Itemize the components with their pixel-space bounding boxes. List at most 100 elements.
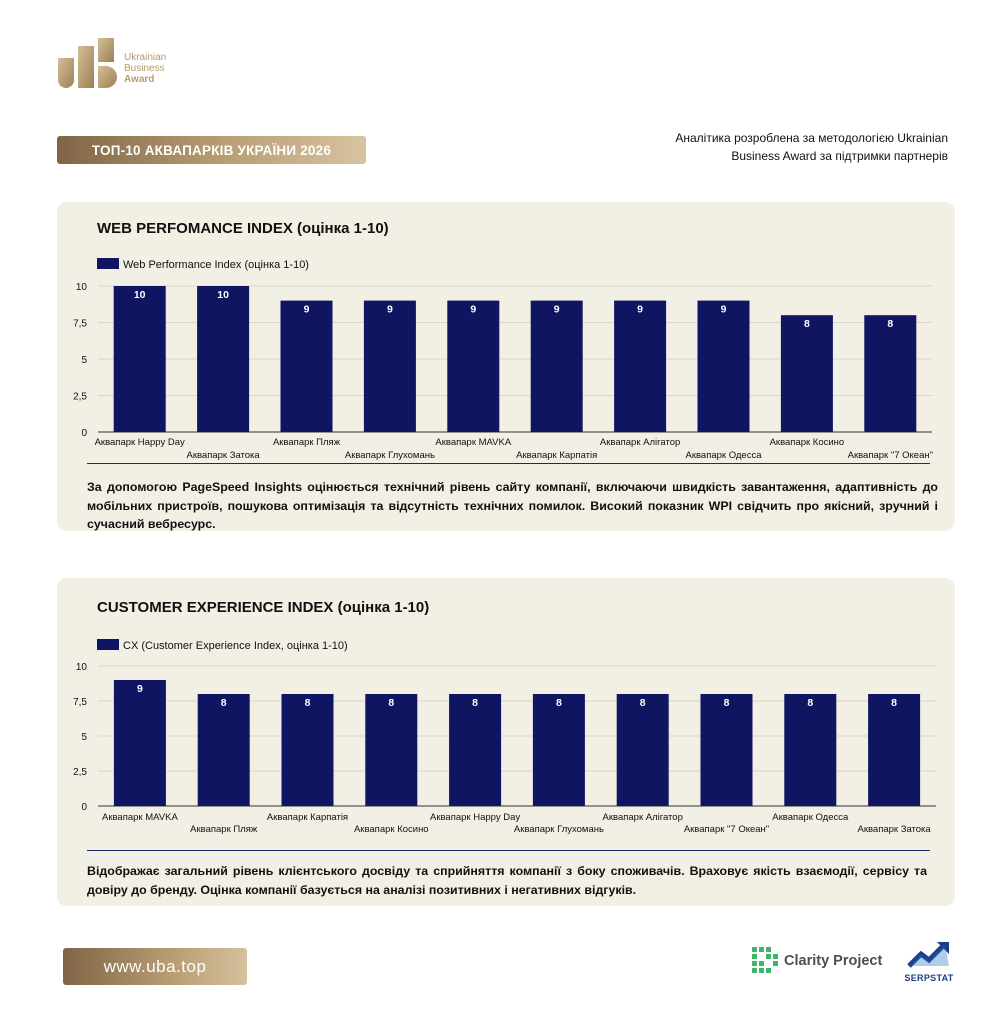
bar-value-label: 9 — [137, 683, 143, 695]
logo-line-3: Award — [124, 74, 155, 85]
bar-value-label: 9 — [554, 304, 560, 316]
bar-value-label: 8 — [804, 318, 810, 330]
methodology-note-line-2: Business Award за підтримки партнерів — [731, 149, 948, 163]
website-link[interactable]: www.uba.top — [63, 948, 247, 985]
bar-value-label: 8 — [556, 697, 562, 709]
bar-value-label: 8 — [472, 697, 478, 709]
x-tick-label: Аквапарк "7 Океан" — [684, 824, 769, 835]
y-tick-label: 0 — [81, 802, 87, 813]
bar — [700, 694, 753, 806]
clarity-project-icon — [752, 947, 778, 973]
x-tick-label: Аквапарк Алігатор — [600, 437, 680, 448]
logo-wordmark: Ukrainian Business Award — [124, 52, 166, 85]
legend-label: Web Performance Index (оцінка 1-10) — [123, 259, 309, 271]
x-tick-label: Аквапарк Затока — [186, 450, 260, 461]
bar-value-label: 9 — [304, 304, 310, 316]
bar — [281, 694, 334, 806]
y-tick-label: 7,5 — [73, 319, 87, 330]
bar-value-label: 8 — [221, 697, 227, 709]
website-link-label: www.uba.top — [103, 956, 207, 976]
cx-description: Відображає загальний рівень клієнтського… — [87, 864, 927, 897]
bar — [868, 694, 921, 806]
cx-chart-title: CUSTOMER EXPERIENCE INDEX (оцінка 1-10) — [97, 599, 430, 616]
bar — [449, 694, 502, 806]
x-tick-label: Аквапарк "7 Океан" — [848, 450, 933, 461]
x-tick-label: Аквапарк Косино — [770, 437, 845, 448]
legend-label: CX (Customer Experience Index, оцінка 1-… — [123, 640, 348, 652]
bar — [365, 694, 418, 806]
bar-value-label: 8 — [305, 697, 311, 709]
x-tick-label: Аквапарк Глухомань — [514, 824, 604, 835]
x-tick-label: Аквапарк Одесса — [685, 450, 762, 461]
bar — [113, 680, 166, 806]
x-tick-label: Аквапарк Happy Day — [95, 437, 185, 448]
uba-logo: Ukrainian Business Award — [56, 36, 196, 92]
cx-card: CUSTOMER EXPERIENCE INDEX (оцінка 1-10) … — [57, 578, 955, 906]
serpstat-logo: SERPSTAT — [898, 940, 960, 984]
x-tick-label: Аквапарк Карпатія — [516, 450, 597, 461]
bar — [697, 300, 750, 432]
legend-swatch — [97, 258, 119, 269]
bar — [530, 300, 583, 432]
y-tick-label: 5 — [81, 355, 87, 366]
x-tick-label: Аквапарк Пляж — [273, 437, 341, 448]
wpi-divider — [87, 463, 930, 464]
legend-swatch — [97, 639, 119, 650]
y-tick-label: 2,5 — [73, 392, 87, 403]
bar-value-label: 8 — [887, 318, 893, 330]
bar — [280, 300, 333, 432]
x-tick-label: Аквапарк MAVKA — [102, 812, 178, 823]
bar-value-label: 9 — [721, 304, 727, 316]
x-tick-label: Аквапарк MAVKA — [435, 437, 511, 448]
x-tick-label: Аквапарк Алігатор — [603, 812, 683, 823]
wpi-description: За допомогою PageSpeed Insights оцінюєть… — [87, 480, 938, 531]
bar — [197, 286, 250, 432]
y-tick-label: 0 — [81, 428, 87, 439]
x-tick-label: Аквапарк Косино — [354, 824, 429, 835]
x-tick-label: Аквапарк Пляж — [190, 824, 258, 835]
logo-line-2: Business — [124, 63, 165, 74]
bar-value-label: 8 — [388, 697, 394, 709]
page-title: ТОП-10 АКВАПАРКІВ УКРАЇНИ 2026 — [91, 142, 332, 158]
serpstat-label: SERPSTAT — [904, 973, 954, 983]
bar — [532, 694, 585, 806]
y-tick-label: 10 — [76, 282, 88, 293]
wpi-card: WEB PERFOMANCE INDEX (оцінка 1-10) Web P… — [57, 202, 955, 531]
bar — [113, 286, 166, 432]
bar-value-label: 9 — [637, 304, 643, 316]
bar-value-label: 8 — [724, 697, 730, 709]
serpstat-icon — [907, 942, 949, 968]
bar — [780, 315, 833, 432]
logo-line-1: Ukrainian — [124, 52, 167, 63]
clarity-project-label: Clarity Project — [784, 953, 883, 969]
bar — [363, 300, 416, 432]
bar-value-label: 9 — [387, 304, 393, 316]
x-tick-label: Аквапарк Одесса — [772, 812, 849, 823]
wpi-bar-chart: Web Performance Index (оцінка 1-10) 0 2,5 5… — [73, 258, 933, 461]
bar — [616, 694, 669, 806]
x-tick-label: Аквапарк Глухомань — [345, 450, 435, 461]
bar — [197, 694, 250, 806]
bar — [447, 300, 500, 432]
bar — [864, 315, 917, 432]
bar — [614, 300, 667, 432]
uba-logo-mark — [58, 38, 117, 88]
methodology-note: Аналітика розроблена за методологією Ukr… — [618, 129, 948, 165]
bar-value-label: 10 — [217, 289, 229, 301]
y-tick-label: 2,5 — [73, 767, 87, 778]
bar-value-label: 9 — [470, 304, 476, 316]
methodology-note-line-1: Аналітика розроблена за методологією Ukr… — [675, 131, 948, 145]
y-tick-label: 7,5 — [73, 697, 87, 708]
bar-value-label: 8 — [807, 697, 813, 709]
cx-bar-chart: CX (Customer Experience Index, оцінка 1-… — [73, 639, 936, 835]
y-tick-label: 10 — [76, 662, 88, 673]
x-tick-label: Аквапарк Карпатія — [267, 812, 348, 823]
x-tick-label: Аквапарк Затока — [857, 824, 931, 835]
bar-value-label: 10 — [134, 289, 146, 301]
wpi-chart-title: WEB PERFOMANCE INDEX (оцінка 1-10) — [97, 220, 389, 237]
clarity-project-logo: Clarity Project — [752, 946, 892, 976]
y-tick-label: 5 — [81, 732, 87, 743]
cx-divider — [87, 850, 930, 851]
x-tick-label: Аквапарк Happy Day — [430, 812, 520, 823]
bar — [784, 694, 837, 806]
